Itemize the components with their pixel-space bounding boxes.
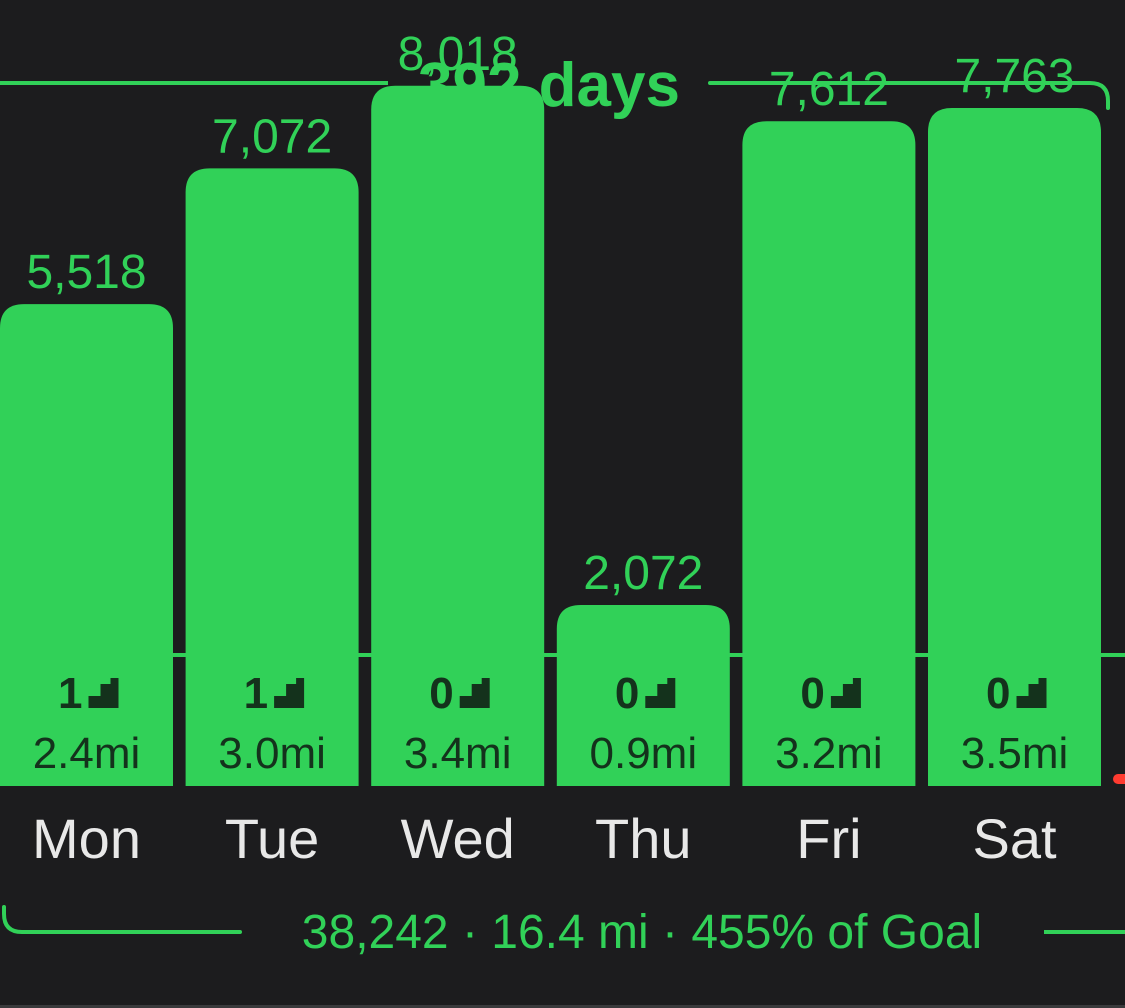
bar-fri[interactable]: [742, 121, 916, 786]
distance-label: 3.4mi: [404, 729, 512, 778]
stairs-icon: [88, 678, 119, 708]
streak-bracket: 392 days: [0, 51, 1110, 120]
distance-label: 3.0mi: [218, 729, 326, 778]
week-summary: 38,242 · 16.4 mi · 455% of Goal: [302, 906, 982, 959]
step-count-label: 7,763: [954, 50, 1074, 103]
day-column-wed[interactable]: 8,018 0 3.4mi Wed: [371, 28, 545, 870]
day-label-tue: Tue: [225, 807, 319, 870]
summary-bracket-left-line: [2, 905, 242, 934]
bar-wed[interactable]: [371, 85, 545, 786]
day-column-thu[interactable]: 2,072 0 0.9mi Thu: [556, 547, 730, 870]
distance-label: 2.4mi: [33, 729, 141, 778]
day-label-sat: Sat: [972, 807, 1056, 870]
bar-tue[interactable]: [185, 168, 359, 786]
flights-count: 0: [800, 669, 824, 718]
day-column-sat[interactable]: 7,763 0 3.5mi Sat: [928, 50, 1101, 870]
flights-count: 0: [429, 669, 453, 718]
day-label-wed: Wed: [401, 807, 515, 870]
day-column-fri[interactable]: 7,612 0 3.2mi Fri: [742, 63, 916, 870]
stairs-icon: [830, 678, 861, 708]
stairs-icon: [1016, 678, 1047, 708]
today-marker: [1113, 774, 1125, 784]
distance-label: 0.9mi: [590, 729, 698, 778]
flights-count: 0: [986, 669, 1010, 718]
distance-label: 3.2mi: [775, 729, 883, 778]
distance-label: 3.5mi: [961, 729, 1069, 778]
step-count-label: 7,612: [769, 63, 889, 116]
summary-bracket: 38,242 · 16.4 mi · 455% of Goal: [2, 905, 1125, 959]
flights-count: 1: [244, 669, 268, 718]
stairs-icon: [274, 678, 305, 708]
flights-count: 0: [615, 669, 639, 718]
day-label-thu: Thu: [595, 807, 692, 870]
day-label-mon: Mon: [32, 807, 141, 870]
bar-mon[interactable]: [0, 304, 173, 786]
bottom-divider: [0, 1005, 1125, 1008]
step-count-label: 2,072: [583, 547, 703, 600]
stairs-icon: [645, 678, 676, 708]
step-count-label: 5,518: [26, 246, 146, 299]
day-label-fri: Fri: [796, 807, 861, 870]
step-count-label: 7,072: [212, 110, 332, 163]
bar-sat[interactable]: [928, 108, 1101, 787]
flights-count: 1: [58, 669, 82, 718]
stairs-icon: [459, 678, 490, 708]
day-column-tue[interactable]: 7,072 1 3.0mi Tue: [185, 110, 359, 870]
streak-bracket-right-line: [708, 81, 1110, 110]
bar-thu[interactable]: [556, 605, 730, 786]
day-column-mon[interactable]: 5,518 1 2.4mi Mon: [0, 246, 173, 870]
bars-layer: 5,518 1 2.4mi Mon 7,072 1 3.0mi Tue 8,018 0 3.4mi W…: [0, 28, 1101, 870]
step-count-label: 8,018: [398, 28, 518, 81]
